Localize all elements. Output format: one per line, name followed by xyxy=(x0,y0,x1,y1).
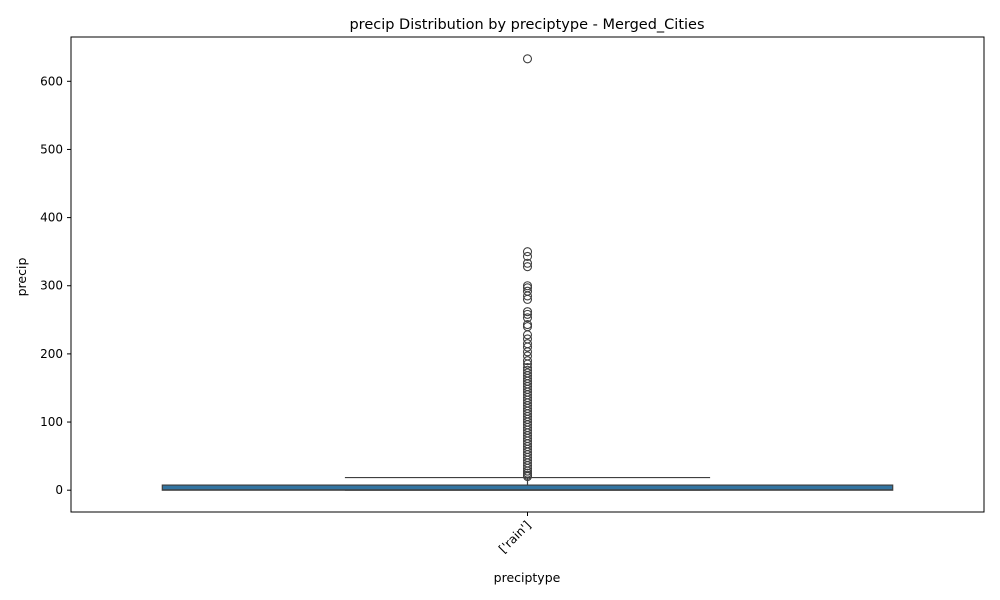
y-tick-label: 0 xyxy=(55,483,63,497)
chart-title: precip Distribution by preciptype - Merg… xyxy=(349,17,704,33)
outlier-point xyxy=(522,313,533,323)
outlier-point xyxy=(522,247,533,257)
outlier-point xyxy=(522,294,533,304)
outlier-point xyxy=(522,472,533,482)
outlier-point xyxy=(522,291,533,301)
y-tick-label: 600 xyxy=(40,74,63,88)
outlier-point xyxy=(522,258,533,268)
outlier-point xyxy=(522,356,533,366)
y-tick-label: 100 xyxy=(40,415,63,429)
plot-frame xyxy=(70,36,985,513)
x-tick-label: ['rain'] xyxy=(496,518,534,556)
outlier-point xyxy=(522,262,533,272)
y-tick-label: 300 xyxy=(40,279,63,293)
y-axis: 0 100 200 300 400 500 600 xyxy=(40,74,71,497)
y-tick-label: 200 xyxy=(40,347,63,361)
plot-area xyxy=(161,54,894,491)
x-axis: ['rain'] xyxy=(496,512,534,556)
outlier-point xyxy=(522,359,533,369)
outlier-point xyxy=(522,347,533,357)
outlier-point xyxy=(522,330,533,340)
outlier-point xyxy=(522,342,533,352)
outlier-point xyxy=(522,309,533,319)
x-axis-label: preciptype xyxy=(494,570,561,585)
y-tick-label: 400 xyxy=(40,211,63,225)
y-tick-label: 500 xyxy=(40,142,63,156)
outlier-point xyxy=(522,54,533,64)
y-axis-label: precip xyxy=(14,258,29,297)
box-group xyxy=(161,54,894,491)
outlier-point xyxy=(522,307,533,317)
outlier-point xyxy=(522,251,533,261)
